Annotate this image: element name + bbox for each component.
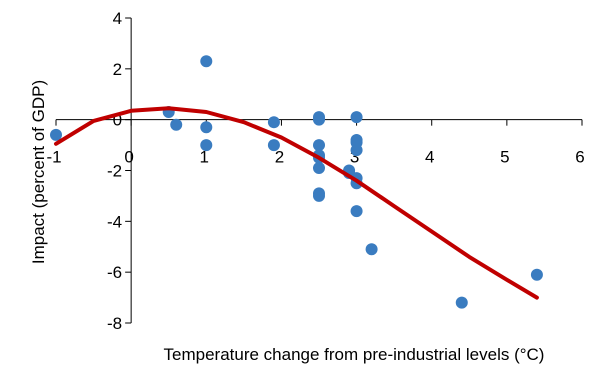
- x-axis-label: Temperature change from pre-industrial l…: [164, 345, 545, 364]
- data-point: [350, 144, 363, 157]
- data-point: [267, 139, 280, 152]
- x-tick-label: 2: [275, 148, 284, 167]
- trend-line: [54, 106, 539, 300]
- x-tick-label: 0: [124, 148, 133, 167]
- y-tick-label: 4: [113, 9, 122, 28]
- data-points: [50, 55, 543, 309]
- x-tick-label: 4: [425, 148, 434, 167]
- x-tick-label: -1: [46, 148, 61, 167]
- y-tick-label: -8: [107, 314, 122, 333]
- data-point: [530, 268, 543, 281]
- x-tick-label: 5: [500, 148, 509, 167]
- axes: [55, 17, 583, 324]
- data-point: [200, 55, 213, 68]
- data-point: [50, 128, 62, 141]
- data-point: [313, 161, 325, 174]
- y-tick-label: -6: [107, 263, 122, 282]
- data-point: [350, 111, 363, 124]
- data-point: [350, 205, 363, 218]
- y-tick-label: 0: [113, 111, 122, 130]
- data-point: [267, 116, 280, 129]
- data-point: [200, 139, 213, 152]
- data-point: [455, 296, 468, 309]
- trend-line-path: [54, 106, 539, 300]
- y-axis-label: Impact (percent of GDP): [29, 80, 48, 264]
- data-point: [313, 113, 325, 126]
- x-tick-label: 3: [350, 148, 359, 167]
- x-tick-label: 1: [200, 148, 209, 167]
- data-point: [365, 243, 378, 256]
- y-tick-label: -2: [107, 162, 122, 181]
- x-tick-label: 6: [575, 148, 584, 167]
- data-point: [200, 121, 213, 134]
- data-point: [170, 118, 183, 131]
- data-point: [313, 189, 325, 202]
- y-tick-label: -4: [107, 212, 122, 231]
- y-tick-label: 2: [113, 60, 122, 79]
- data-point: [313, 139, 325, 152]
